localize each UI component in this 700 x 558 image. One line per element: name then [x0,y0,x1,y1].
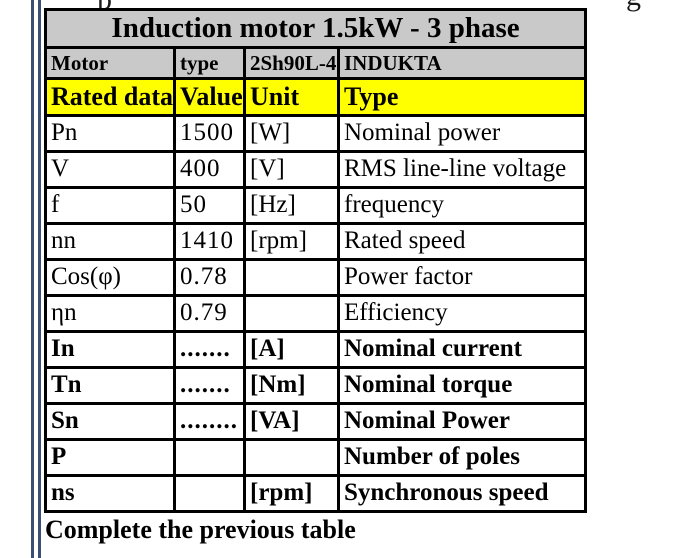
row-unit: [V] [243,150,340,189]
row-description: frequency [336,186,588,225]
table-row: Cos(φ) 0.78 Power factor [44,258,588,297]
footer-instruction: Complete the previous table [45,515,356,544]
row-value: 0.79 [173,294,246,333]
row-symbol: f [44,186,176,225]
row-unit: [A] [243,330,340,369]
left-margin-double-rule [31,0,41,558]
row-description: Efficiency [336,294,588,333]
row-unit [243,258,340,297]
row-description: Number of poles [336,438,588,477]
header-model: 2Sh90L-4 [243,46,340,80]
row-description: Synchronous speed [336,474,588,513]
row-description: RMS line-line voltage [336,150,588,189]
row-value: 0.78 [173,258,246,297]
table-title-row: Induction motor 1.5kW - 3 phase [43,8,588,49]
row-symbol: ns [44,474,176,513]
row-symbol: Pn [44,114,176,153]
row-symbol: V [44,150,176,189]
row-unit: [rpm] [243,474,340,513]
table-body: Pn 1500 [W] Nominal power V 400 [V] RMS … [44,114,588,513]
header-brand: INDUKTA [336,46,588,80]
row-description: Nominal current [336,330,588,369]
table-row: f 50 [Hz] frequency [44,186,588,225]
row-description: Rated speed [336,222,588,261]
table-subheader-row: Rated data Value Unit Type [44,77,588,117]
row-unit: [Nm] [243,366,340,405]
row-value [173,474,246,513]
row-description: Nominal Power [336,402,588,441]
row-value: 400 [173,150,246,189]
row-unit: [Hz] [243,186,340,225]
row-value [173,438,246,477]
header-type: type [173,46,246,80]
row-symbol: ηn [44,294,176,333]
subheader-rated-data: Rated data [44,77,176,117]
row-description: Nominal power [336,114,588,153]
table-row: In ....... [A] Nominal current [44,330,588,369]
row-unit: [W] [243,114,340,153]
row-symbol: P [44,438,176,477]
row-value: 1500 [173,114,246,153]
table-row: nn 1410 [rpm] Rated speed [44,222,588,261]
header-motor: Motor [44,46,176,80]
row-value: 1410 [173,222,246,261]
cropped-letter-fragment-right: g [626,0,641,11]
row-symbol: Cos(φ) [44,258,176,297]
row-value: 50 [173,186,246,225]
motor-spec-table: Induction motor 1.5kW - 3 phase Motor ty… [43,8,588,513]
row-value: ........ [173,402,246,441]
row-unit: [VA] [243,402,340,441]
row-unit [243,438,340,477]
row-symbol: nn [44,222,176,261]
table-header-row: Motor type 2Sh90L-4 INDUKTA [44,46,588,80]
row-unit [243,294,340,333]
subheader-value: Value [173,77,246,117]
row-value: ....... [173,366,246,405]
row-symbol: Tn [44,366,176,405]
row-description: Nominal torque [336,366,588,405]
document-content: Induction motor 1.5kW - 3 phase Motor ty… [43,8,588,545]
table-row: Sn ........ [VA] Nominal Power [44,402,588,441]
row-description: Power factor [336,258,588,297]
row-unit: [rpm] [243,222,340,261]
table-row: Tn ....... [Nm] Nominal torque [44,366,588,405]
subheader-unit: Unit [243,77,340,117]
table-row: Pn 1500 [W] Nominal power [44,114,588,153]
table-row: P Number of poles [44,438,588,477]
table-row: ns [rpm] Synchronous speed [44,474,588,513]
table-row: V 400 [V] RMS line-line voltage [44,150,588,189]
row-symbol: Sn [44,402,176,441]
row-symbol: In [44,330,176,369]
table-row: ηn 0.79 Efficiency [44,294,588,333]
table-title: Induction motor 1.5kW - 3 phase [43,8,588,49]
subheader-type: Type [336,77,588,117]
row-value: ....... [173,330,246,369]
